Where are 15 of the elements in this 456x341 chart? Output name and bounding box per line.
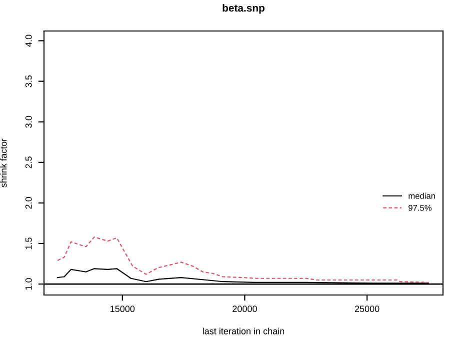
x-tick-label: 20000 xyxy=(232,306,257,312)
y-axis-title: shrink factor xyxy=(0,138,7,188)
x-axis-title: last iteration in chain xyxy=(202,328,284,334)
y-tick-label: 1.0 xyxy=(25,278,32,290)
y-tick-label: 4.0 xyxy=(25,34,32,47)
y-tick-label: 2.0 xyxy=(25,197,32,209)
y-tick-label: 1.5 xyxy=(26,238,32,250)
x-tick-label: 15000 xyxy=(110,306,135,312)
chart-title: beta.snp xyxy=(222,4,264,14)
legend-label: median xyxy=(408,192,435,199)
legend-label: 97.5% xyxy=(408,204,432,211)
y-tick-label: 3.5 xyxy=(25,75,32,88)
x-tick-label: 25000 xyxy=(354,306,380,312)
y-tick-label: 2.5 xyxy=(25,156,32,168)
y-tick-label: 3.0 xyxy=(25,116,32,128)
